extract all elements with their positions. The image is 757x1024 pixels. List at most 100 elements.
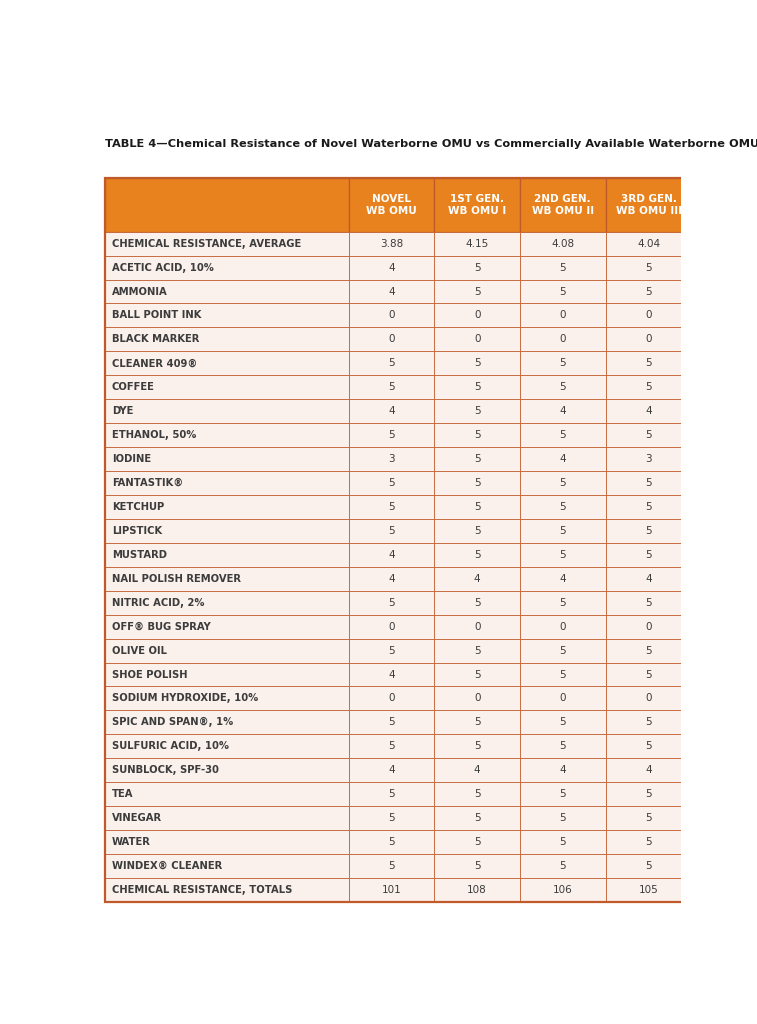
Bar xyxy=(349,376,435,399)
Text: 5: 5 xyxy=(474,407,481,416)
Text: 5: 5 xyxy=(646,526,652,536)
Text: NAIL POLISH REMOVER: NAIL POLISH REMOVER xyxy=(111,573,241,584)
Bar xyxy=(606,686,692,711)
Bar xyxy=(520,806,606,830)
Text: 5: 5 xyxy=(559,262,566,272)
Bar xyxy=(606,256,692,280)
Text: 5: 5 xyxy=(646,478,652,488)
Bar xyxy=(105,231,349,256)
Bar xyxy=(435,256,520,280)
Text: 5: 5 xyxy=(559,598,566,607)
Text: 4: 4 xyxy=(559,407,566,416)
Bar xyxy=(520,423,606,447)
Text: 5: 5 xyxy=(559,550,566,560)
Bar xyxy=(606,878,692,902)
Text: 2ND GEN.
WB OMU II: 2ND GEN. WB OMU II xyxy=(531,194,593,216)
Bar xyxy=(520,519,606,543)
Bar xyxy=(606,591,692,614)
Bar xyxy=(349,328,435,351)
Text: 3RD GEN.
WB OMU III: 3RD GEN. WB OMU III xyxy=(615,194,682,216)
Bar xyxy=(349,711,435,734)
Text: 5: 5 xyxy=(388,430,395,440)
Text: OFF® BUG SPRAY: OFF® BUG SPRAY xyxy=(111,622,210,632)
Text: NITRIC ACID, 2%: NITRIC ACID, 2% xyxy=(111,598,204,607)
Bar xyxy=(606,614,692,639)
Bar xyxy=(435,303,520,328)
Text: 0: 0 xyxy=(646,335,652,344)
Text: 5: 5 xyxy=(388,382,395,392)
Bar xyxy=(606,782,692,806)
Bar xyxy=(349,178,435,231)
Text: 4.04: 4.04 xyxy=(637,239,660,249)
Bar xyxy=(520,471,606,495)
Text: 5: 5 xyxy=(559,837,566,847)
Bar xyxy=(435,663,520,686)
Text: 5: 5 xyxy=(474,550,481,560)
Bar xyxy=(435,178,520,231)
Text: NOVEL
WB OMU: NOVEL WB OMU xyxy=(366,194,417,216)
Text: 5: 5 xyxy=(474,430,481,440)
Bar xyxy=(435,423,520,447)
Bar xyxy=(105,519,349,543)
Bar xyxy=(606,280,692,303)
Bar xyxy=(435,686,520,711)
Text: 5: 5 xyxy=(388,718,395,727)
Bar xyxy=(435,591,520,614)
Text: 3: 3 xyxy=(646,454,652,464)
Bar xyxy=(435,806,520,830)
Text: 5: 5 xyxy=(474,670,481,680)
Bar xyxy=(606,399,692,423)
Text: FANTASTIK®: FANTASTIK® xyxy=(111,478,183,488)
Bar xyxy=(105,614,349,639)
Bar xyxy=(105,543,349,567)
Text: 5: 5 xyxy=(474,526,481,536)
Bar xyxy=(435,639,520,663)
Text: 0: 0 xyxy=(388,310,394,321)
Text: 5: 5 xyxy=(388,358,395,369)
Text: 4: 4 xyxy=(559,573,566,584)
Bar xyxy=(105,376,349,399)
Text: 5: 5 xyxy=(388,526,395,536)
Bar xyxy=(349,639,435,663)
Text: TEA: TEA xyxy=(111,790,133,799)
Bar xyxy=(105,495,349,519)
Bar xyxy=(606,567,692,591)
Bar xyxy=(105,639,349,663)
Text: 0: 0 xyxy=(474,310,481,321)
Bar xyxy=(105,878,349,902)
Text: 5: 5 xyxy=(388,645,395,655)
Text: 3.88: 3.88 xyxy=(380,239,403,249)
Bar xyxy=(105,591,349,614)
Text: 5: 5 xyxy=(559,430,566,440)
Bar xyxy=(606,376,692,399)
Bar xyxy=(520,256,606,280)
Bar xyxy=(435,830,520,854)
Bar xyxy=(606,830,692,854)
Text: 5: 5 xyxy=(646,670,652,680)
Text: 5: 5 xyxy=(474,454,481,464)
Text: SODIUM HYDROXIDE, 10%: SODIUM HYDROXIDE, 10% xyxy=(111,693,258,703)
Bar xyxy=(105,471,349,495)
Text: 5: 5 xyxy=(646,813,652,823)
Text: VINEGAR: VINEGAR xyxy=(111,813,162,823)
Text: 5: 5 xyxy=(388,598,395,607)
Bar xyxy=(105,280,349,303)
Bar xyxy=(520,782,606,806)
Bar xyxy=(606,519,692,543)
Bar xyxy=(349,854,435,878)
Text: 5: 5 xyxy=(646,741,652,752)
Text: 5: 5 xyxy=(474,358,481,369)
Text: SULFURIC ACID, 10%: SULFURIC ACID, 10% xyxy=(111,741,229,752)
Text: 5: 5 xyxy=(646,550,652,560)
Text: 5: 5 xyxy=(474,741,481,752)
Text: 5: 5 xyxy=(646,645,652,655)
Bar xyxy=(349,519,435,543)
Bar xyxy=(520,567,606,591)
Text: 4: 4 xyxy=(388,670,395,680)
Bar xyxy=(606,231,692,256)
Text: 3: 3 xyxy=(388,454,395,464)
Bar xyxy=(105,256,349,280)
Text: 5: 5 xyxy=(474,645,481,655)
Bar xyxy=(349,806,435,830)
Text: 5: 5 xyxy=(474,861,481,871)
